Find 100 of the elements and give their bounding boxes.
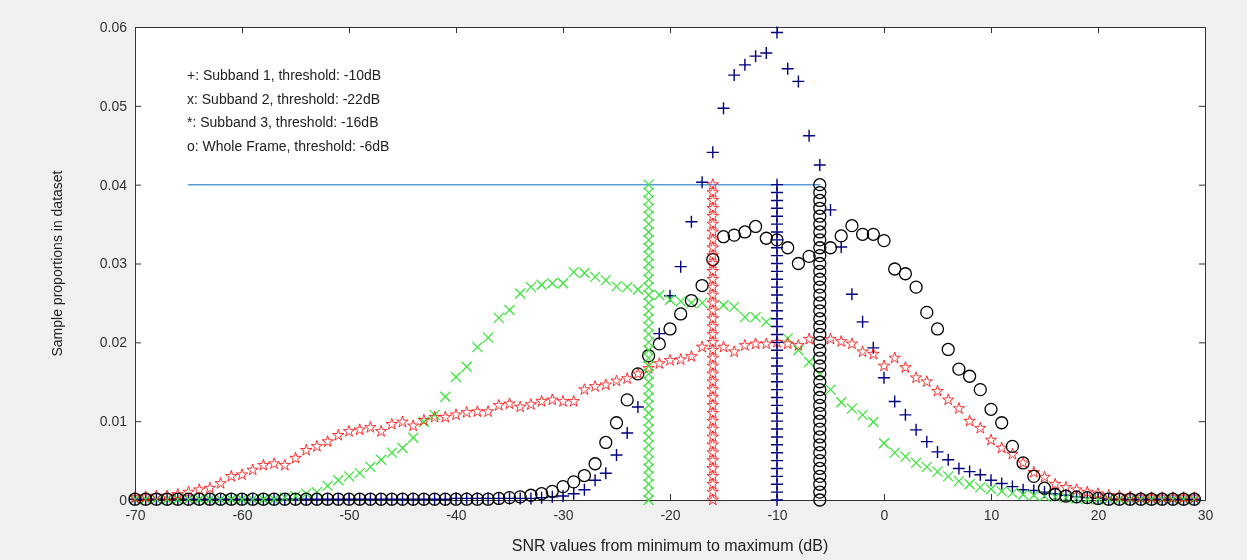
point <box>813 288 827 302</box>
point <box>813 351 827 365</box>
point <box>706 493 719 506</box>
point <box>643 297 655 309</box>
point <box>643 273 655 285</box>
x-tick-label: -10 <box>767 506 788 523</box>
x-tick-label: -30 <box>553 506 574 523</box>
point <box>813 209 827 223</box>
point <box>813 335 827 349</box>
point <box>643 234 655 246</box>
point <box>813 422 827 436</box>
point <box>706 257 719 269</box>
point <box>706 391 719 403</box>
point <box>706 477 719 490</box>
point <box>706 304 719 317</box>
point <box>643 407 655 419</box>
point <box>706 414 719 427</box>
point <box>643 447 655 459</box>
point <box>813 493 827 507</box>
point <box>706 335 719 348</box>
point <box>813 359 827 373</box>
point <box>643 320 655 333</box>
point <box>813 185 827 200</box>
point <box>813 225 827 239</box>
x-tick-label: 0 <box>880 506 889 523</box>
x-tick-label: -60 <box>232 506 253 523</box>
point <box>706 312 719 324</box>
y-tick-label: 0.05 <box>99 97 128 114</box>
point <box>643 179 655 191</box>
point <box>813 217 827 231</box>
point <box>813 343 827 357</box>
point <box>813 446 827 460</box>
x-tick-label: -70 <box>125 506 146 523</box>
point <box>706 186 719 198</box>
point <box>643 257 655 270</box>
point <box>643 328 655 341</box>
point <box>706 217 719 230</box>
point <box>813 272 827 286</box>
point <box>813 414 827 428</box>
x-tick-label: 20 <box>1090 506 1107 523</box>
point <box>643 305 655 317</box>
annotation: +: Subband 1, threshold: -10dB <box>187 67 382 83</box>
point <box>643 384 655 396</box>
point <box>813 382 827 397</box>
point <box>643 470 655 482</box>
point <box>643 218 655 230</box>
point <box>643 494 655 506</box>
point <box>706 367 719 380</box>
y-tick-label: 0.06 <box>99 18 128 35</box>
point <box>706 375 719 387</box>
point <box>813 280 827 294</box>
point <box>813 264 827 279</box>
point <box>643 313 655 325</box>
point <box>706 399 719 411</box>
point <box>643 202 655 214</box>
point <box>706 383 719 395</box>
point <box>706 343 719 356</box>
x-axis-title: SNR values from minimum to maximum (dB) <box>511 537 829 554</box>
point <box>706 485 719 498</box>
y-axis-title: Sample proportions in dataset <box>49 170 65 357</box>
y-tick-label: 0.03 <box>99 255 128 272</box>
point <box>706 469 719 482</box>
point <box>813 178 827 192</box>
x-tick-label: 10 <box>983 506 1000 523</box>
point <box>813 248 827 263</box>
point <box>813 461 827 476</box>
point <box>813 319 827 334</box>
annotation: o: Whole Frame, threshold: -6dB <box>187 137 390 154</box>
point <box>706 438 719 451</box>
y-tick-label: 0.02 <box>99 334 128 351</box>
point <box>706 422 719 435</box>
point <box>813 327 827 342</box>
point <box>813 390 827 405</box>
point <box>706 280 719 293</box>
point <box>706 296 719 309</box>
point <box>813 453 827 468</box>
x-tick-label: -50 <box>339 506 360 523</box>
x-tick-label: -40 <box>446 506 467 523</box>
point <box>643 368 655 380</box>
x-tick-label: 30 <box>1197 506 1214 523</box>
point <box>706 209 719 222</box>
point <box>706 265 719 277</box>
point <box>706 320 719 332</box>
x-tick-label: -20 <box>660 506 681 523</box>
point <box>643 336 655 348</box>
point <box>643 439 655 451</box>
point <box>643 250 655 262</box>
point <box>643 423 655 435</box>
point <box>643 344 655 356</box>
point <box>643 415 655 427</box>
point <box>643 376 655 388</box>
point <box>706 233 719 246</box>
point <box>813 233 827 247</box>
point <box>706 430 719 443</box>
point <box>813 304 827 318</box>
y-tick-label: 0 <box>119 491 128 508</box>
point <box>643 399 655 411</box>
point <box>813 406 827 420</box>
point <box>643 478 655 490</box>
point <box>706 454 719 466</box>
